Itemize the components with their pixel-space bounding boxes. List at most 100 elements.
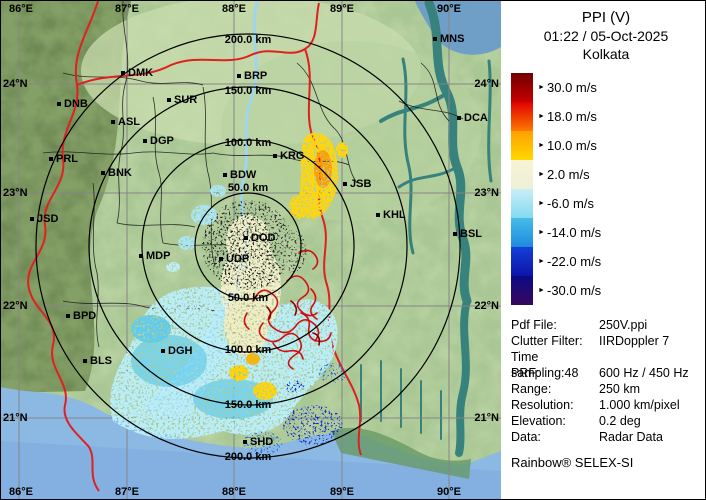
legend-color-swatch [511, 276, 533, 305]
info-label: Pdf File: [511, 318, 557, 332]
city-name: UDP [226, 253, 250, 265]
lat-label: 23°N [3, 187, 28, 199]
city-marker-icon [167, 98, 171, 102]
city-label: SUR [167, 94, 197, 106]
info-panel: PPI (V) 01:22 / 05-Oct-2025 Kolkata ► 30.… [501, 1, 705, 499]
legend-label: -6.0 m/s [547, 196, 594, 211]
panel-station: Kolkata [582, 46, 630, 62]
city-label: DNB [57, 98, 88, 110]
city-marker-icon [121, 71, 125, 75]
legend-arrow-icon: ► [538, 113, 545, 120]
lon-label: 87°E [115, 3, 139, 15]
city-marker-icon [139, 254, 143, 258]
city-marker-icon [143, 139, 147, 143]
legend-label: -22.0 m/s [547, 254, 602, 269]
info-value: 0.2 deg [599, 414, 641, 428]
info-value [599, 349, 701, 365]
city-name: BSL [460, 228, 482, 240]
info-value: 1.000 km/pixel [599, 398, 680, 412]
lat-label: 22°N [3, 300, 28, 312]
city-marker-icon [57, 102, 61, 106]
range-ring-label: 100.0 km [224, 137, 272, 149]
range-ring-label: 50.0 km [227, 292, 269, 304]
lon-label: 89°E [330, 3, 354, 15]
info-value: 250V.ppi [599, 318, 648, 332]
legend-arrow-icon: ► [538, 142, 545, 149]
info-row: Range: 250 km [511, 381, 701, 397]
city-marker-icon [66, 314, 70, 318]
info-label: Time sampling:48 [511, 350, 579, 380]
city-label: JSB [343, 178, 371, 190]
city-marker-icon [49, 157, 53, 161]
city-label: KRG [273, 150, 304, 162]
city-label: BLS [83, 355, 112, 367]
range-ring-label: 150.0 km [224, 85, 272, 97]
legend-color-swatch [511, 189, 533, 218]
info-row: Time sampling:48 [511, 349, 701, 380]
range-ring-label: 200.0 km [224, 451, 272, 463]
legend-row: ► 2.0 m/s [511, 160, 701, 189]
city-label: BPD [66, 310, 96, 322]
city-name: SUR [174, 94, 198, 106]
city-label: KHL [376, 209, 406, 221]
city-marker-icon [161, 349, 165, 353]
info-row: Resolution: 1.000 km/pixel [511, 397, 701, 413]
city-name: DGP [150, 135, 174, 147]
city-name: JSD [37, 213, 59, 225]
info-label: Data: [511, 430, 541, 444]
info-label: Elevation: [511, 414, 566, 428]
lon-label: 86°E [9, 486, 33, 498]
city-label: MNS [433, 33, 464, 45]
city-marker-icon [433, 37, 437, 41]
info-row: Elevation: 0.2 deg [511, 413, 701, 429]
city-label: JSD [30, 213, 58, 225]
legend-row: ► -6.0 m/s [511, 189, 701, 218]
city-name: MDP [146, 250, 171, 262]
legend-arrow-icon: ► [538, 171, 545, 178]
legend-label: 2.0 m/s [547, 167, 590, 182]
legend-arrow-icon: ► [538, 84, 545, 91]
range-ring-label: 50.0 km [227, 182, 269, 194]
city-marker-icon [273, 154, 277, 158]
info-value: 600 Hz / 450 Hz [599, 366, 689, 380]
legend-row: ► -30.0 m/s [511, 276, 701, 305]
city-name: DGH [168, 345, 193, 357]
city-name: DNB [64, 98, 88, 110]
city-label: BRP [237, 70, 267, 82]
legend-row: ► 18.0 m/s [511, 102, 701, 131]
radar-map-graphic [1, 1, 501, 499]
legend-color-swatch [511, 102, 533, 131]
city-marker-icon [376, 213, 380, 217]
city-marker-icon [83, 359, 87, 363]
lon-label: 88°E [222, 3, 246, 15]
city-name: DOD [251, 232, 276, 244]
info-label: Resolution: [511, 398, 574, 412]
lon-label: 88°E [222, 486, 246, 498]
city-name: JSB [350, 178, 372, 190]
panel-datetime: 01:22 / 05-Oct-2025 [543, 28, 669, 44]
radar-map: 86°E 86°E 87°E 87°E 88°E 88°E 89°E 89°E 90°E 90°E… [1, 1, 501, 499]
map-overlay: 86°E 86°E 87°E 87°E 88°E 88°E 89°E 89°E 90°E 90°E… [1, 1, 501, 499]
lat-label: 21°N [3, 412, 28, 424]
info-value: IIRDoppler 7 [599, 334, 670, 348]
info-label: PRF: [511, 366, 540, 380]
city-marker-icon [30, 217, 34, 221]
legend-label: 18.0 m/s [547, 109, 597, 124]
lon-label: 90°E [437, 3, 461, 15]
city-name: BNK [108, 167, 132, 179]
legend-row: ► 30.0 m/s [511, 73, 701, 102]
lon-label: 90°E [437, 486, 461, 498]
legend-color-swatch [511, 73, 533, 102]
info-value: 250 km [599, 382, 640, 396]
city-marker-icon [223, 173, 227, 177]
legend-label: -30.0 m/s [547, 283, 602, 298]
city-label: MDP [139, 250, 170, 262]
legend-row: ► -22.0 m/s [511, 247, 701, 276]
city-marker-icon [453, 232, 457, 236]
lat-label: 23°N [474, 187, 499, 199]
city-marker-icon [237, 74, 241, 78]
city-marker-icon [457, 116, 461, 120]
city-marker-icon [343, 182, 347, 186]
legend-arrow-icon: ► [538, 287, 545, 294]
legend-color-swatch [511, 247, 533, 276]
